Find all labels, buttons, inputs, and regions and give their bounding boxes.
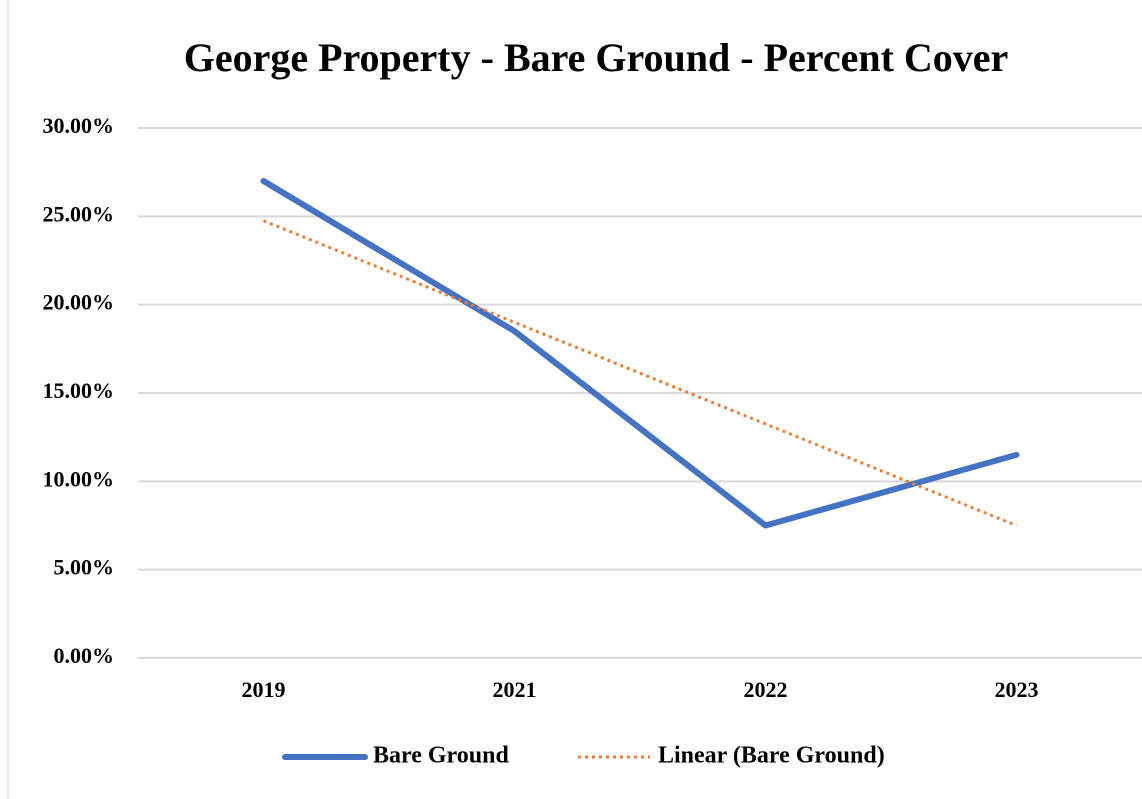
chart-title: George Property - Bare Ground - Percent … bbox=[184, 35, 1009, 80]
series-line bbox=[262, 219, 1018, 527]
y-tick-label: 0.00% bbox=[54, 643, 115, 668]
x-tick-label: 2023 bbox=[995, 677, 1039, 702]
y-tick-label: 10.00% bbox=[43, 466, 115, 491]
x-tick-label: 2019 bbox=[242, 677, 286, 702]
x-tick-label: 2021 bbox=[493, 677, 537, 702]
y-tick-label: 20.00% bbox=[43, 290, 115, 315]
series-line bbox=[260, 178, 1020, 529]
y-tick-label: 5.00% bbox=[54, 555, 115, 580]
legend-label: Bare Ground bbox=[373, 743, 509, 769]
x-tick-label: 2022 bbox=[744, 677, 788, 702]
y-tick-label: 30.00% bbox=[43, 113, 115, 138]
legend-label: Linear (Bare Ground) bbox=[658, 743, 885, 769]
y-tick-label: 15.00% bbox=[43, 378, 115, 403]
y-tick-label: 25.00% bbox=[43, 201, 115, 226]
